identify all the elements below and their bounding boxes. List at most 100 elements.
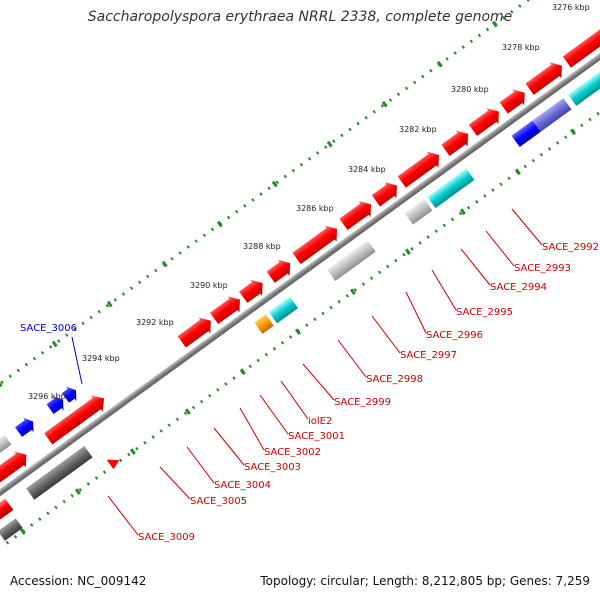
inner-tick <box>569 128 576 136</box>
scale-label: 3284 kbp <box>348 165 386 174</box>
forward-strand-track2 <box>0 383 81 457</box>
inner-tick <box>404 248 411 256</box>
cds-arrow[interactable] <box>291 221 343 267</box>
inner-tick <box>514 168 521 176</box>
cds-arrow-cyan[interactable] <box>268 296 299 324</box>
scale-label: 3278 kbp <box>502 43 540 52</box>
gene-label[interactable]: iolE2 <box>308 416 332 427</box>
gene-label[interactable]: SACE_3005 <box>190 496 247 507</box>
cds-arrow[interactable] <box>42 390 110 447</box>
forward-strand-features <box>0 12 600 488</box>
cds-arrow-cyan[interactable] <box>427 168 475 209</box>
cds-marker[interactable] <box>106 454 122 470</box>
cds-arrow[interactable] <box>561 12 600 71</box>
cds-arrow[interactable] <box>396 147 445 190</box>
genome-summary: Topology: circular; Length: 8,212,805 bp… <box>260 574 590 588</box>
leader-line <box>302 363 335 401</box>
scale-tick <box>0 380 3 388</box>
gene-label[interactable]: SACE_2999 <box>334 397 391 408</box>
genome-backbone <box>0 0 600 522</box>
inner-tick <box>349 288 356 296</box>
gene-label[interactable]: SACE_2992 <box>542 242 599 253</box>
gene-label[interactable]: SACE_3009 <box>138 532 195 543</box>
scale-label: 3276 kbp <box>552 3 590 12</box>
scale-tick <box>271 180 278 188</box>
gene-label[interactable]: SACE_3002 <box>264 447 321 458</box>
inner-tick <box>239 368 246 375</box>
cds-arrow[interactable] <box>338 196 377 232</box>
cds-arrow-violet[interactable] <box>532 98 572 132</box>
gene-label[interactable]: SACE_3004 <box>214 480 271 491</box>
cds-arrow-blue[interactable] <box>60 383 81 405</box>
leader-line <box>186 446 215 484</box>
scale-label: 3294 kbp <box>82 354 120 363</box>
map-title: Saccharopolyspora erythraea NRRL 2338, c… <box>87 9 513 25</box>
inner-tick <box>459 208 466 216</box>
scale-tick <box>216 220 223 228</box>
cds-arrow[interactable] <box>176 313 217 350</box>
leader-line <box>213 427 245 466</box>
leader-line <box>460 248 491 286</box>
gene-labels: SACE_2992 SACE_2993 SACE_2994 SACE_2995 SACE… <box>20 208 599 543</box>
cds-arrow[interactable] <box>237 275 268 305</box>
cds-arrow-blue[interactable] <box>45 392 69 416</box>
scale-tick <box>381 100 388 108</box>
misc-feature[interactable] <box>0 434 12 457</box>
cds-arrow-cyan[interactable] <box>568 46 600 106</box>
gene-label[interactable]: SACE_2995 <box>456 307 513 318</box>
leader-line <box>239 407 265 451</box>
cds-arrow-blue[interactable] <box>13 414 38 439</box>
misc-feature[interactable] <box>0 518 23 541</box>
inner-tick <box>184 408 191 415</box>
scale-label: 3286 kbp <box>296 204 334 213</box>
inner-tick <box>19 528 26 535</box>
scale-label: 3290 kbp <box>190 281 228 290</box>
leader-line <box>431 269 457 311</box>
scale-dots-outer <box>0 0 600 437</box>
scale-label: 3280 kbp <box>451 85 489 94</box>
scale-label: 3296 kbp <box>28 392 66 401</box>
leader-line <box>280 380 309 420</box>
leader-line <box>485 230 515 267</box>
gene-label[interactable]: SACE_2996 <box>426 330 483 341</box>
cds-arrow[interactable] <box>524 58 568 98</box>
cds-arrow-blue[interactable] <box>511 120 541 148</box>
leader-line <box>71 336 83 385</box>
scale-tick <box>326 140 333 148</box>
leader-line <box>405 291 427 334</box>
scale-tick <box>51 340 58 348</box>
scale-label: 3288 kbp <box>243 242 281 251</box>
scale-tick <box>106 300 113 308</box>
gene-label[interactable]: SACE_2998 <box>366 374 423 385</box>
cds-arrow-gray[interactable] <box>26 446 93 500</box>
gene-label[interactable]: SACE_3001 <box>288 431 345 442</box>
inner-tick <box>294 328 301 335</box>
scale-tick <box>436 60 443 68</box>
cds-arrow-gray[interactable] <box>327 240 376 282</box>
scale-tick <box>161 260 168 268</box>
accession-text: Accession: NC_009142 <box>10 574 147 588</box>
gene-label[interactable]: SACE_3003 <box>244 462 301 473</box>
leader-line <box>511 208 543 246</box>
cds-arrow-gray[interactable] <box>404 199 433 225</box>
leader-line <box>107 495 139 536</box>
cds-arrow[interactable] <box>208 291 246 326</box>
gene-label[interactable]: SACE_2994 <box>490 282 547 293</box>
scale-label: 3292 kbp <box>136 318 174 327</box>
cds-arrow[interactable] <box>498 85 531 116</box>
cds-arrow[interactable] <box>0 498 14 525</box>
inner-tick <box>74 488 81 495</box>
cds-arrow[interactable] <box>370 177 403 208</box>
gene-label[interactable]: SACE_3006 <box>20 323 77 334</box>
gene-label[interactable]: SACE_2993 <box>514 263 571 274</box>
scale-labels: 3276 kbp 3278 kbp 3280 kbp 3282 kbp 3284 kbp… <box>28 3 590 401</box>
cds-arrow[interactable] <box>0 447 32 488</box>
leader-line <box>337 339 367 378</box>
scale-label: 3282 kbp <box>399 125 437 134</box>
gene-label[interactable]: SACE_2997 <box>400 350 457 361</box>
inner-tick <box>129 448 136 455</box>
cds-arrow[interactable] <box>265 255 296 285</box>
cds-arrow-orange[interactable] <box>254 314 274 334</box>
cds-arrow[interactable] <box>440 126 474 159</box>
cds-arrow[interactable] <box>467 103 505 138</box>
